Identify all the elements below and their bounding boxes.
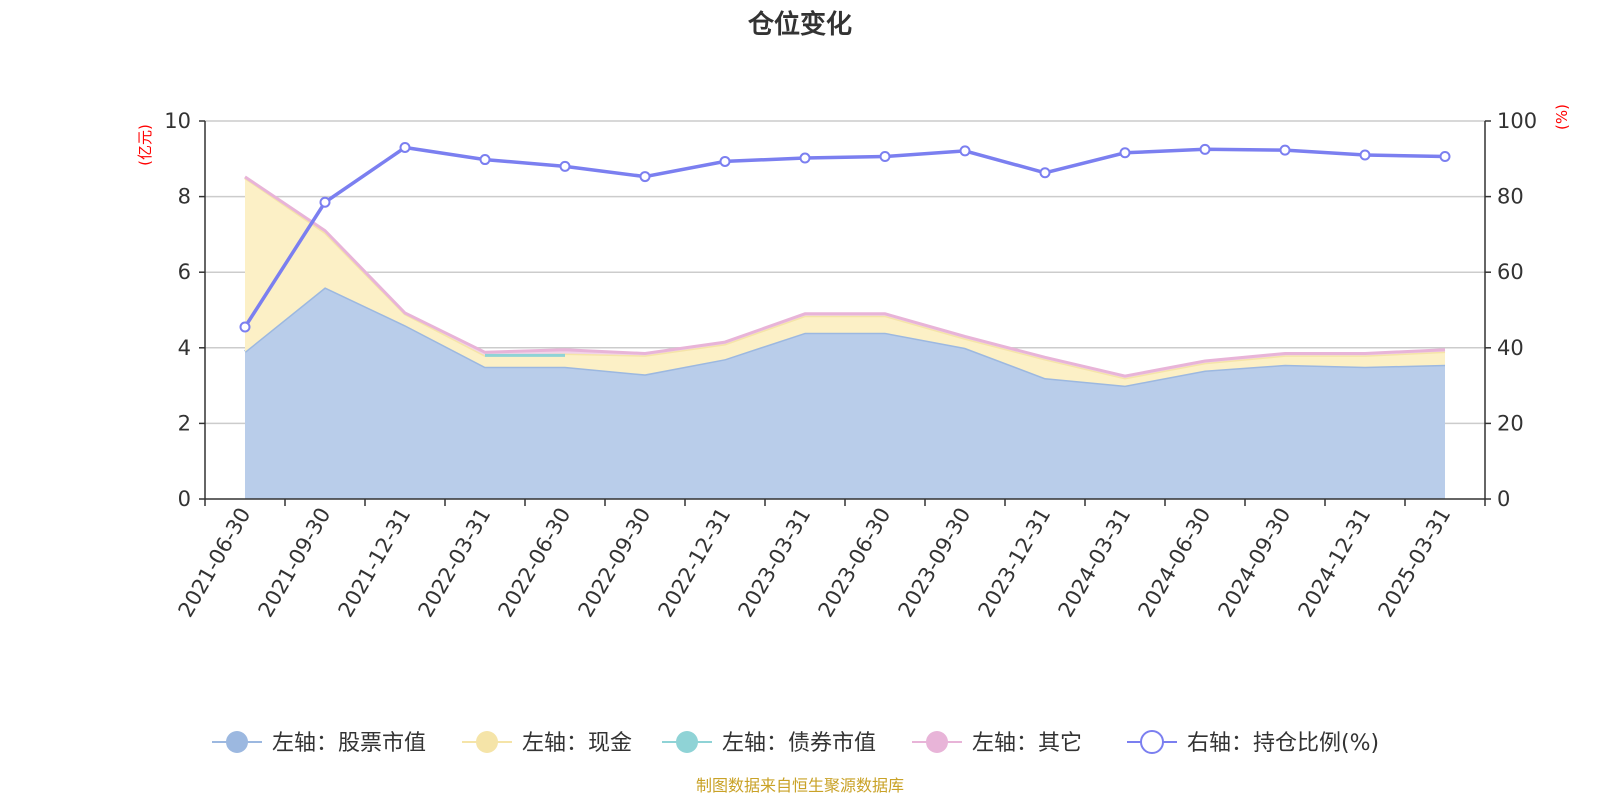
ratio-point[interactable] [399, 141, 411, 153]
legend-label: 左轴：债券市值 [722, 731, 876, 756]
ratio-point[interactable] [479, 154, 491, 166]
x-tick-label: 2022-09-30 [574, 504, 656, 622]
ratio-point[interactable] [879, 151, 891, 163]
ratio-point[interactable] [239, 321, 251, 333]
x-tick-label: 2022-03-31 [414, 504, 496, 622]
right-tick-label: 80 [1497, 185, 1524, 209]
legend-marker [676, 731, 698, 753]
x-tick-label: 2022-06-30 [494, 504, 576, 622]
area-9cb8e0 [245, 287, 1445, 499]
ratio-point[interactable] [639, 171, 651, 183]
ratio-point[interactable] [1119, 147, 1131, 159]
left-tick-label: 8 [178, 185, 191, 209]
ratio-point[interactable] [1199, 143, 1211, 155]
stacked-areas [244, 175, 1446, 499]
ratio-point[interactable] [1439, 151, 1451, 163]
legend-label: 左轴：现金 [522, 731, 632, 756]
legend-item[interactable]: 左轴：现金 [462, 731, 632, 756]
data-source-note: 制图数据来自恒生聚源数据库 [696, 776, 904, 795]
ratio-line [239, 141, 1451, 333]
x-tick-label: 2024-09-30 [1214, 504, 1296, 622]
x-tick-label: 2021-09-30 [254, 504, 336, 622]
x-tick-label: 2023-06-30 [814, 504, 896, 622]
left-tick-label: 0 [178, 487, 191, 511]
right-tick-label: 20 [1497, 411, 1524, 435]
right-tick-label: 40 [1497, 336, 1524, 360]
x-tick-label: 2022-12-31 [654, 504, 736, 622]
legend-item[interactable]: 右轴：持仓比例(%) [1127, 730, 1379, 756]
x-tick-label: 2024-06-30 [1134, 504, 1216, 622]
legend-item[interactable]: 左轴：股票市值 [212, 731, 426, 756]
x-tick-label: 2024-03-31 [1054, 504, 1136, 622]
legend-item[interactable]: 左轴：债券市值 [662, 731, 876, 756]
ratio-point[interactable] [1039, 167, 1051, 179]
x-tick-label: 2023-03-31 [734, 504, 816, 622]
x-tick-label: 2023-12-31 [974, 504, 1056, 622]
ratio-point[interactable] [559, 160, 571, 172]
legend-label: 右轴：持仓比例(%) [1187, 731, 1379, 756]
left-axis-unit: (亿元) [136, 124, 154, 166]
legend-marker [926, 731, 948, 753]
ratio-point[interactable] [319, 196, 331, 208]
x-tick-label: 2021-06-30 [174, 504, 256, 622]
ratio-point[interactable] [1359, 149, 1371, 161]
legend-item[interactable]: 左轴：其它 [912, 731, 1082, 756]
ratio-point[interactable] [719, 155, 731, 167]
legend: 左轴：股票市值 左轴：现金 左轴：债券市值 左轴：其它 右轴：持仓比例(%) [212, 730, 1379, 756]
x-tick-label: 2021-12-31 [334, 504, 416, 622]
ratio-point[interactable] [1279, 144, 1291, 156]
left-tick-label: 10 [164, 109, 191, 133]
x-tick-label: 2025-03-31 [1374, 504, 1456, 622]
ratio-line-path [243, 145, 1446, 328]
legend-label: 左轴：其它 [972, 731, 1082, 756]
chart-title: 仓位变化 [747, 9, 852, 40]
legend-label: 左轴：股票市值 [272, 731, 426, 756]
area-f5e4a8 [245, 177, 1445, 386]
right-axis-unit: (%) [1553, 104, 1571, 130]
left-tick-label: 6 [178, 260, 191, 284]
left-tick-label: 4 [178, 336, 191, 360]
right-tick-label: 60 [1497, 260, 1524, 284]
legend-marker [1140, 730, 1164, 754]
ratio-point[interactable] [959, 145, 971, 157]
right-tick-label: 0 [1497, 487, 1510, 511]
left-tick-label: 2 [178, 411, 191, 435]
legend-marker [226, 731, 248, 753]
legend-marker [476, 731, 498, 753]
ratio-point[interactable] [799, 152, 811, 164]
right-tick-label: 100 [1497, 109, 1537, 133]
area-edge-line [244, 175, 1446, 378]
x-tick-label: 2024-12-31 [1294, 504, 1376, 622]
x-tick-label: 2023-09-30 [894, 504, 976, 622]
